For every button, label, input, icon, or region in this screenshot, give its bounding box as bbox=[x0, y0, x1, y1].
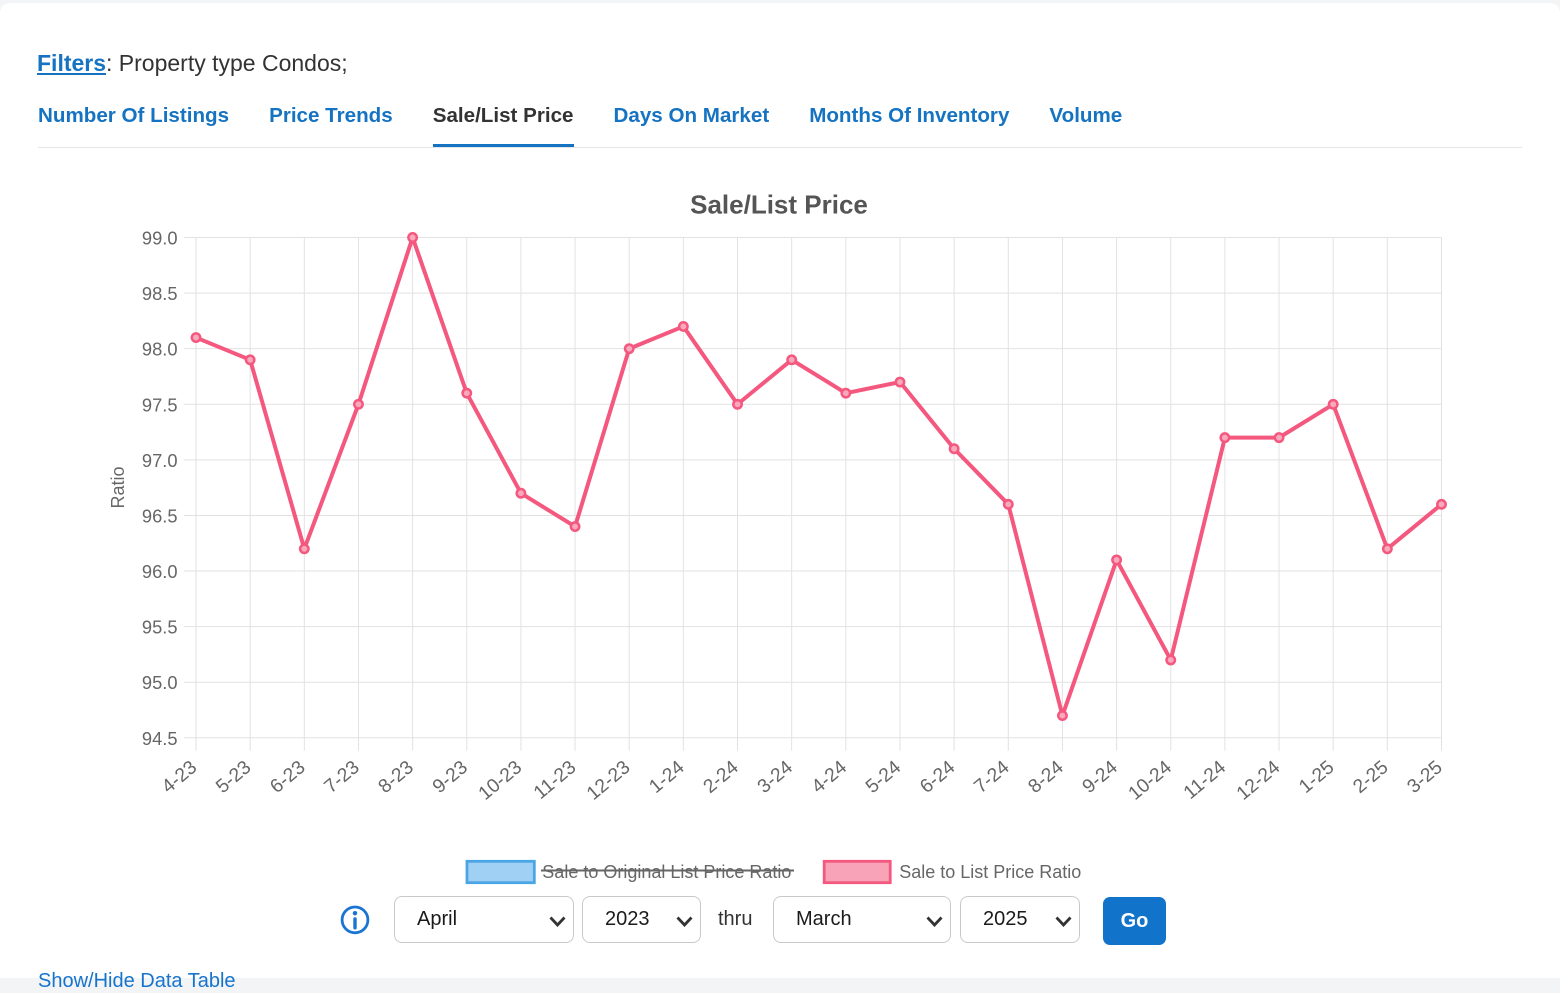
svg-text:6-23: 6-23 bbox=[266, 757, 309, 798]
svg-text:8-23: 8-23 bbox=[375, 757, 418, 798]
svg-text:2-25: 2-25 bbox=[1349, 757, 1392, 798]
svg-text:97.5: 97.5 bbox=[142, 394, 178, 415]
svg-text:12-24: 12-24 bbox=[1233, 757, 1284, 805]
svg-text:6-24: 6-24 bbox=[916, 757, 959, 798]
svg-text:Sale to Original List Price Ra: Sale to Original List Price Ratio bbox=[542, 862, 791, 882]
svg-text:1-24: 1-24 bbox=[646, 757, 689, 798]
svg-text:12-23: 12-23 bbox=[583, 757, 634, 805]
svg-text:94.5: 94.5 bbox=[142, 728, 178, 749]
svg-text:9-23: 9-23 bbox=[429, 757, 472, 798]
svg-text:95.5: 95.5 bbox=[142, 617, 178, 638]
svg-text:Sale/List Price: Sale/List Price bbox=[690, 190, 868, 220]
svg-text:9-24: 9-24 bbox=[1079, 757, 1122, 798]
svg-text:8-24: 8-24 bbox=[1025, 757, 1068, 798]
svg-text:Sale to List Price Ratio: Sale to List Price Ratio bbox=[899, 862, 1081, 882]
svg-text:98.5: 98.5 bbox=[142, 283, 178, 304]
svg-text:97.0: 97.0 bbox=[142, 450, 178, 471]
svg-text:7-23: 7-23 bbox=[321, 757, 364, 798]
svg-text:96.5: 96.5 bbox=[142, 505, 178, 526]
svg-text:4-23: 4-23 bbox=[158, 757, 201, 798]
svg-text:96.0: 96.0 bbox=[142, 561, 178, 582]
svg-text:10-24: 10-24 bbox=[1125, 757, 1176, 805]
svg-text:7-24: 7-24 bbox=[970, 757, 1013, 798]
svg-text:95.0: 95.0 bbox=[142, 672, 178, 693]
svg-text:Ratio: Ratio bbox=[108, 466, 128, 508]
svg-text:10-23: 10-23 bbox=[475, 757, 526, 805]
svg-text:11-23: 11-23 bbox=[530, 757, 580, 804]
svg-text:98.0: 98.0 bbox=[142, 339, 178, 360]
svg-text:2-24: 2-24 bbox=[700, 757, 743, 798]
svg-text:1-25: 1-25 bbox=[1295, 757, 1338, 798]
svg-text:3-24: 3-24 bbox=[754, 757, 797, 798]
svg-text:3-25: 3-25 bbox=[1404, 757, 1447, 798]
svg-text:11-24: 11-24 bbox=[1180, 757, 1230, 804]
svg-text:5-24: 5-24 bbox=[862, 757, 905, 798]
svg-text:99.0: 99.0 bbox=[142, 228, 178, 249]
svg-text:4-24: 4-24 bbox=[808, 757, 851, 798]
svg-text:5-23: 5-23 bbox=[212, 757, 255, 798]
